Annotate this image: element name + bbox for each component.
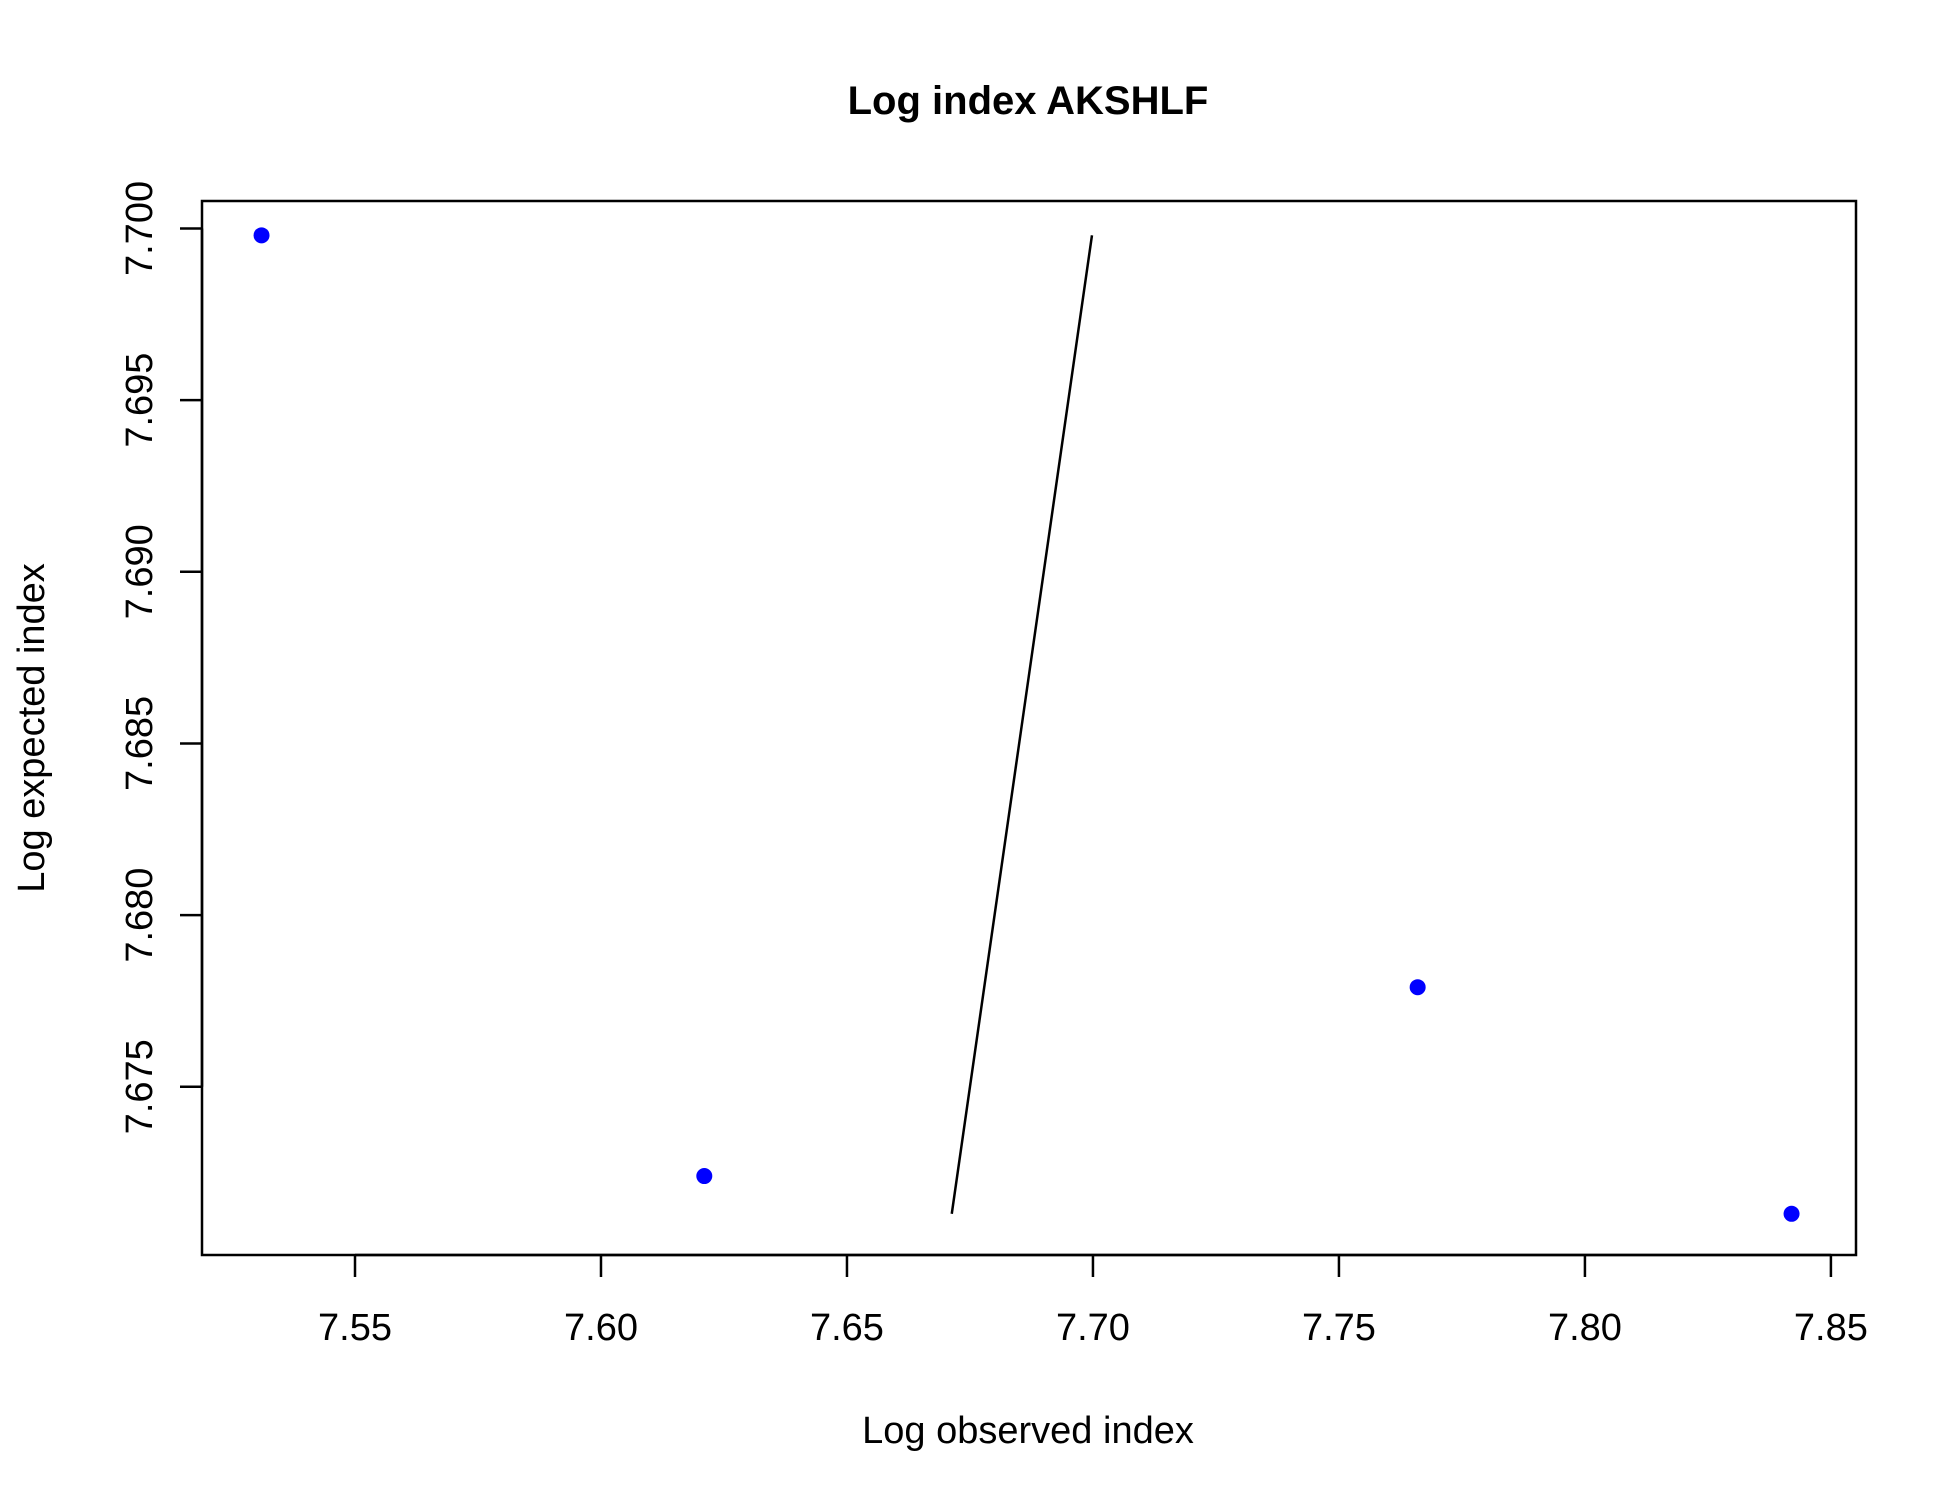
x-axis-label: Log observed index <box>862 1410 1194 1452</box>
chart-title: Log index AKSHLF <box>848 79 1209 123</box>
data-point <box>1409 979 1426 996</box>
y-axis: 7.675 7.680 7.685 7.690 7.695 7.700 <box>119 181 204 1134</box>
x-tick-label: 7.80 <box>1548 1307 1622 1349</box>
x-tick-label: 7.65 <box>810 1307 884 1349</box>
reference-line <box>950 235 1094 1214</box>
y-tick-label: 7.690 <box>119 524 161 619</box>
x-tick-label: 7.60 <box>564 1307 638 1349</box>
y-tick-label: 7.675 <box>119 1039 161 1134</box>
y-tick-label: 7.685 <box>119 696 161 791</box>
x-tick-label: 7.75 <box>1302 1307 1376 1349</box>
x-tick-label: 7.85 <box>1794 1307 1868 1349</box>
x-axis: 7.55 7.60 7.65 7.70 7.75 7.80 7.85 <box>318 1253 1868 1349</box>
data-point <box>253 227 270 244</box>
y-tick-label: 7.700 <box>119 181 161 276</box>
y-tick-label: 7.695 <box>119 353 161 448</box>
reference-line-layer <box>950 235 1094 1214</box>
x-tick-label: 7.55 <box>318 1307 392 1349</box>
data-point <box>696 1168 713 1185</box>
plot-area-border <box>200 199 1858 1257</box>
x-tick-label: 7.70 <box>1056 1307 1130 1349</box>
data-point <box>1783 1205 1800 1222</box>
data-points-layer <box>253 227 1800 1222</box>
y-axis-label: Log expected index <box>11 563 53 893</box>
y-tick-label: 7.680 <box>119 868 161 963</box>
